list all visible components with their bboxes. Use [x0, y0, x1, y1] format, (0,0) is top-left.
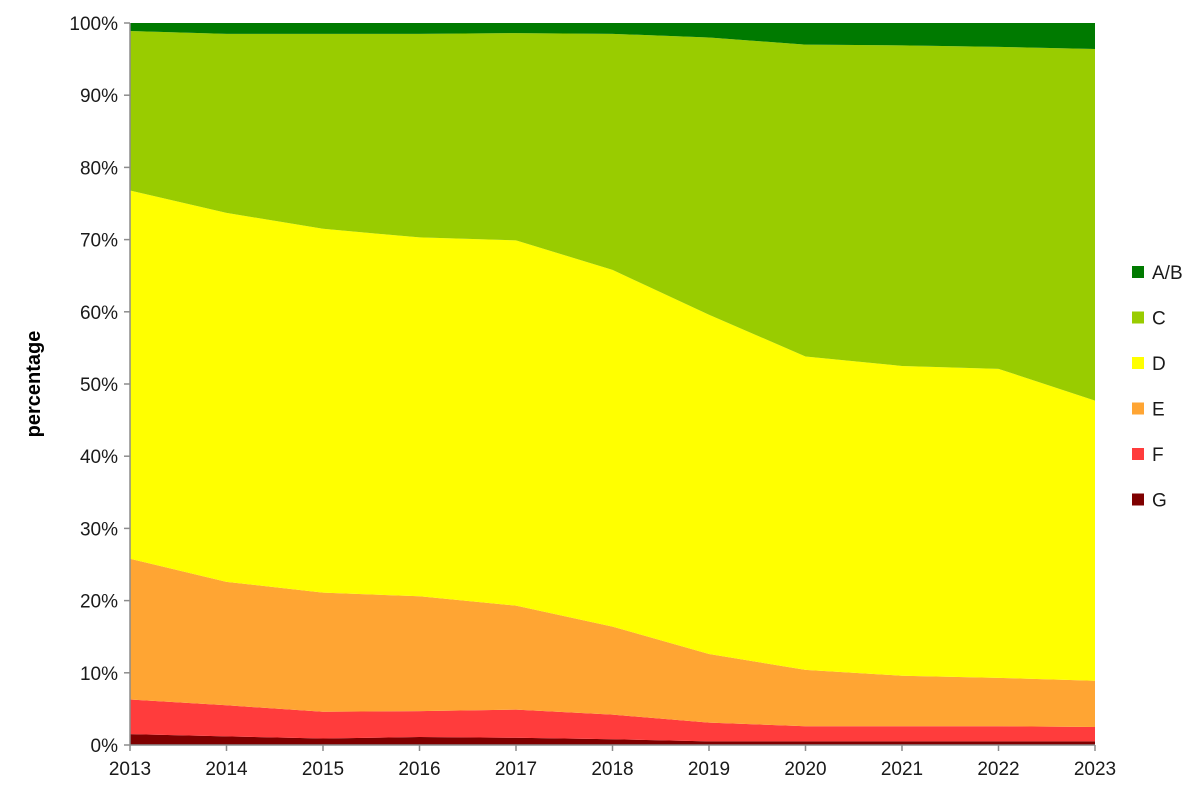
area-series-g	[130, 734, 1095, 745]
x-tick-label: 2018	[591, 759, 633, 780]
x-tick-label: 2020	[784, 759, 826, 780]
legend-item-f: F	[1132, 445, 1164, 466]
area-series-d	[130, 190, 1095, 681]
legend-item-c: C	[1132, 309, 1166, 330]
y-tick-label: 0%	[91, 736, 119, 757]
x-tick-label: 2023	[1074, 759, 1116, 780]
legend-swatch	[1132, 493, 1144, 506]
legend-label: C	[1152, 309, 1166, 330]
legend-swatch	[1132, 311, 1144, 324]
y-tick-label: 100%	[69, 14, 118, 35]
y-tick-label: 80%	[80, 158, 118, 179]
legend-swatch	[1132, 448, 1144, 460]
legend-item-e: E	[1132, 400, 1165, 421]
y-axis-ticks: 0% 10% 20% 30% 40% 50% 60% 70% 80% 90% 100%	[69, 14, 130, 757]
legend-label: F	[1152, 445, 1164, 466]
x-tick-label: 2013	[109, 759, 151, 780]
legend-label: A/B	[1152, 263, 1183, 284]
y-tick-label: 10%	[80, 664, 118, 685]
x-tick-label: 2022	[977, 759, 1019, 780]
legend-label: E	[1152, 400, 1165, 421]
x-tick-label: 2019	[688, 759, 730, 780]
x-tick-label: 2021	[881, 759, 923, 780]
legend-label: D	[1152, 354, 1166, 375]
area-series-f	[130, 699, 1095, 742]
legend-label: G	[1152, 491, 1167, 512]
area-layers	[130, 23, 1095, 745]
legend-swatch	[1132, 402, 1144, 415]
legend-swatch	[1132, 357, 1144, 369]
y-tick-label: 60%	[80, 303, 118, 324]
legend-item-g: G	[1132, 491, 1167, 512]
area-series-e	[130, 558, 1095, 727]
legend-item-d: D	[1132, 354, 1166, 375]
legend: A/B C D E F G	[1132, 263, 1183, 512]
x-axis-ticks: 2013 2014 2015 2016 2017 2018 2019 2020 2021 2022…	[109, 745, 1116, 780]
x-tick-label: 2015	[302, 759, 344, 780]
y-tick-label: 30%	[80, 519, 118, 540]
y-axis-title: percentage	[23, 331, 45, 438]
x-tick-label: 2016	[398, 759, 440, 780]
area-series-a-b	[130, 23, 1095, 49]
y-tick-label: 70%	[80, 231, 118, 252]
area-series-c	[130, 30, 1095, 401]
y-tick-label: 90%	[80, 86, 118, 107]
y-tick-label: 50%	[80, 375, 118, 396]
legend-swatch	[1132, 266, 1144, 278]
y-tick-label: 20%	[80, 592, 118, 613]
legend-item-a-b: A/B	[1132, 263, 1183, 284]
x-tick-label: 2014	[205, 759, 248, 780]
x-tick-label: 2017	[495, 759, 537, 780]
y-tick-label: 40%	[80, 447, 118, 468]
